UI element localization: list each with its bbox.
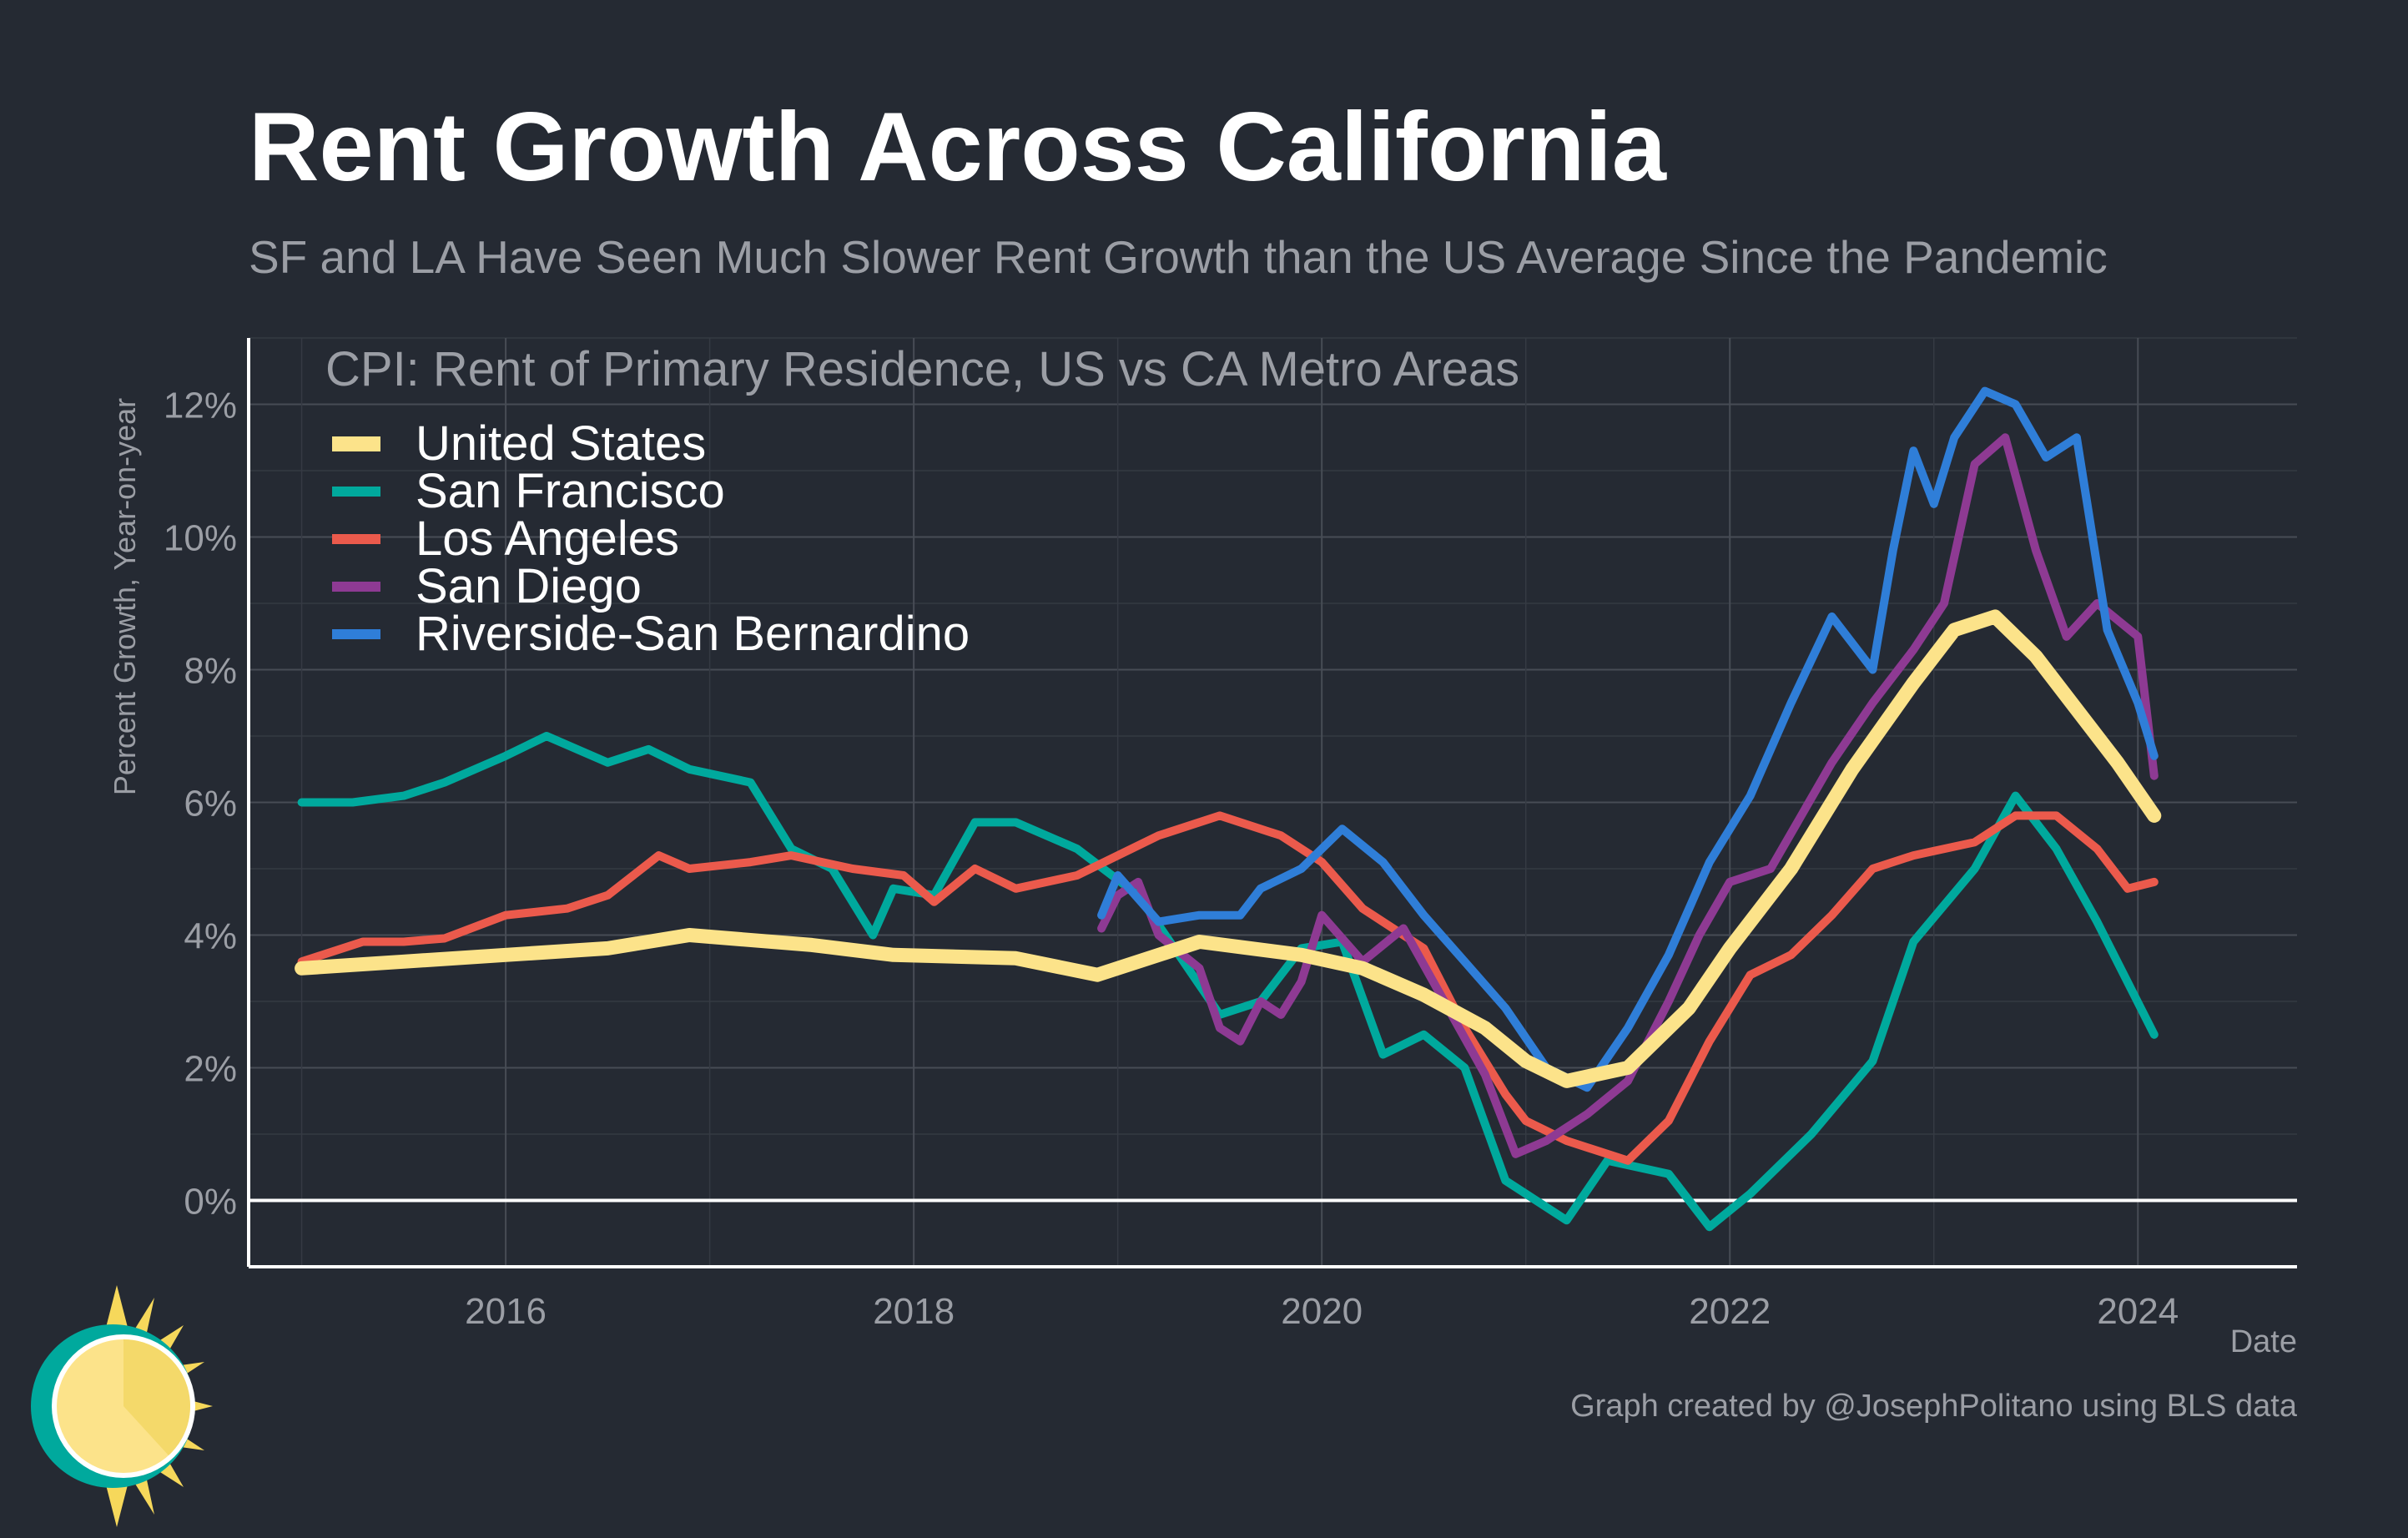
y-axis-label: Percent Growth, Year-on-year <box>108 398 142 795</box>
y-tick-label: 8% <box>184 651 237 692</box>
x-tick-label: 2016 <box>465 1291 547 1332</box>
x-tick-labels: 2016 2018 2020 2022 2024 <box>465 1291 2179 1332</box>
series-line-los-angeles <box>297 811 2159 1165</box>
y-tick-label: 6% <box>184 784 237 824</box>
y-tick-label: 12% <box>164 386 237 426</box>
series-line-san-francisco <box>297 732 2159 1232</box>
page-title: Rent Growth Across California <box>249 92 1666 201</box>
x-tick-label: 2018 <box>873 1291 955 1332</box>
series-lines <box>295 386 2162 1232</box>
x-tick-label: 2024 <box>2097 1291 2179 1332</box>
y-tick-label: 4% <box>184 916 237 957</box>
y-tick-labels: 0% 2% 4% 6% 8% 10% 12% <box>164 386 237 1223</box>
x-axis-label: Date <box>2230 1324 2297 1359</box>
legend-label: San Francisco <box>416 464 725 518</box>
x-tick-label: 2020 <box>1281 1291 1363 1332</box>
series-line-san-diego <box>1097 433 2159 1158</box>
x-tick-label: 2022 <box>1689 1291 1771 1332</box>
legend-label: San Diego <box>416 559 642 613</box>
legend-label: United States <box>416 416 706 471</box>
chart-title: CPI: Rent of Primary Residence, US vs CA… <box>325 342 1519 396</box>
y-tick-label: 2% <box>184 1049 237 1090</box>
y-tick-label: 10% <box>164 518 237 559</box>
source-caption: Graph created by @JosephPolitano using B… <box>1570 1389 2297 1424</box>
legend-label: Los Angeles <box>416 512 679 566</box>
sun-logo-icon <box>31 1285 213 1527</box>
series-line-riverside-san-bernardino <box>1097 386 2159 1092</box>
grid-lines <box>249 337 2297 1268</box>
legend-label: Riverside-San Bernardino <box>416 607 970 661</box>
page-subtitle: SF and LA Have Seen Much Slower Rent Gro… <box>249 231 2108 283</box>
series-line-united-states <box>295 609 2162 1088</box>
y-tick-label: 0% <box>184 1182 237 1223</box>
